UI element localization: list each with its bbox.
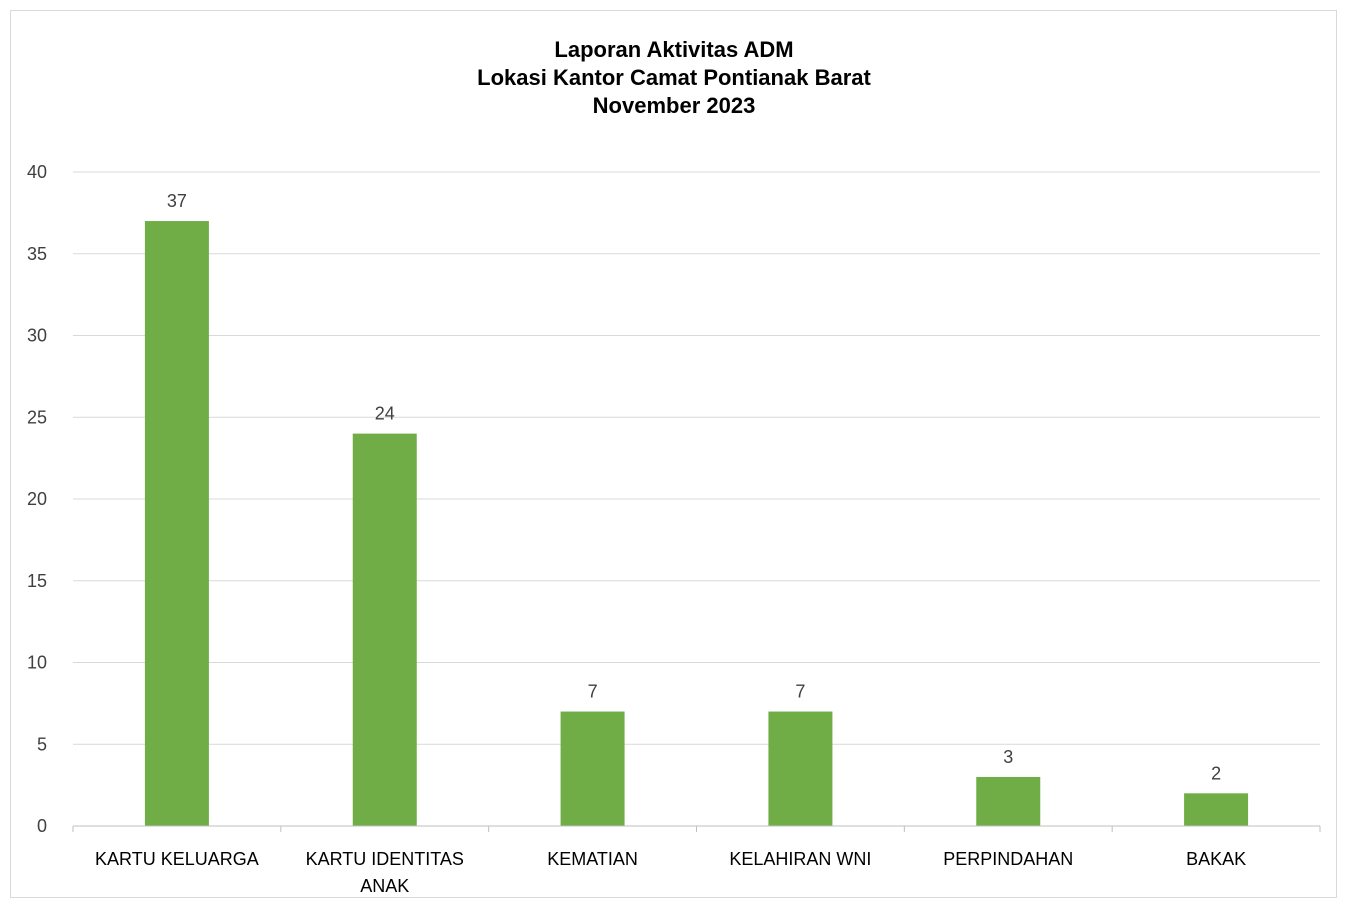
y-tick-label-15: 15 (27, 571, 47, 591)
bar-4 (976, 776, 1041, 826)
y-axis-tick-labels: 0 5 10 15 20 25 30 35 40 (27, 162, 47, 836)
y-tick-label-5: 5 (37, 734, 47, 754)
chart-title-line-2: Lokasi Kantor Camat Pontianak Barat (477, 65, 871, 90)
chart-title-line-3: November 2023 (593, 93, 756, 118)
x-axis (72, 825, 1321, 832)
y-tick-label-10: 10 (27, 653, 47, 673)
category-label-1-line-2: ANAK (360, 876, 409, 896)
y-tick-label-40: 40 (27, 162, 47, 182)
bar-5 (1184, 793, 1249, 826)
y-tick-label-30: 30 (27, 326, 47, 346)
bar-3 (768, 711, 833, 826)
y-tick-label-25: 25 (27, 407, 47, 427)
y-tick-label-20: 20 (27, 489, 47, 509)
x-axis-category-labels: KARTU KELUARGA KARTU IDENTITAS ANAK KEMATIA… (95, 849, 1246, 896)
category-label-5-line-1: BAKAK (1186, 849, 1246, 869)
data-label-3: 7 (795, 682, 805, 702)
y-tick-label-35: 35 (27, 244, 47, 264)
data-labels: 37 24 7 7 3 2 (167, 191, 1221, 783)
data-label-2: 7 (588, 682, 598, 702)
bars (144, 221, 1249, 827)
category-label-0-line-1: KARTU KELUARGA (95, 849, 259, 869)
gridlines (73, 171, 1320, 745)
bar-2 (560, 711, 625, 826)
chart-title-line-1: Laporan Aktivitas ADM (554, 37, 793, 62)
category-label-2-line-1: KEMATIAN (547, 849, 638, 869)
bar-chart: Laporan Aktivitas ADM Lokasi Kantor Camat… (27, 37, 1321, 896)
data-label-1: 24 (375, 404, 395, 424)
chart-frame: Laporan Aktivitas ADM Lokasi Kantor Camat… (10, 10, 1337, 898)
chart-title: Laporan Aktivitas ADM Lokasi Kantor Camat… (477, 37, 871, 118)
y-tick-label-0: 0 (37, 816, 47, 836)
category-label-3-line-1: KELAHIRAN WNI (729, 849, 871, 869)
data-label-0: 37 (167, 191, 187, 211)
category-label-4-line-1: PERPINDAHAN (943, 849, 1073, 869)
data-label-4: 3 (1003, 747, 1013, 767)
category-label-1-line-1: KARTU IDENTITAS (306, 849, 464, 869)
bar-1 (352, 433, 417, 826)
bar-0 (144, 221, 209, 827)
data-label-5: 2 (1211, 763, 1221, 783)
